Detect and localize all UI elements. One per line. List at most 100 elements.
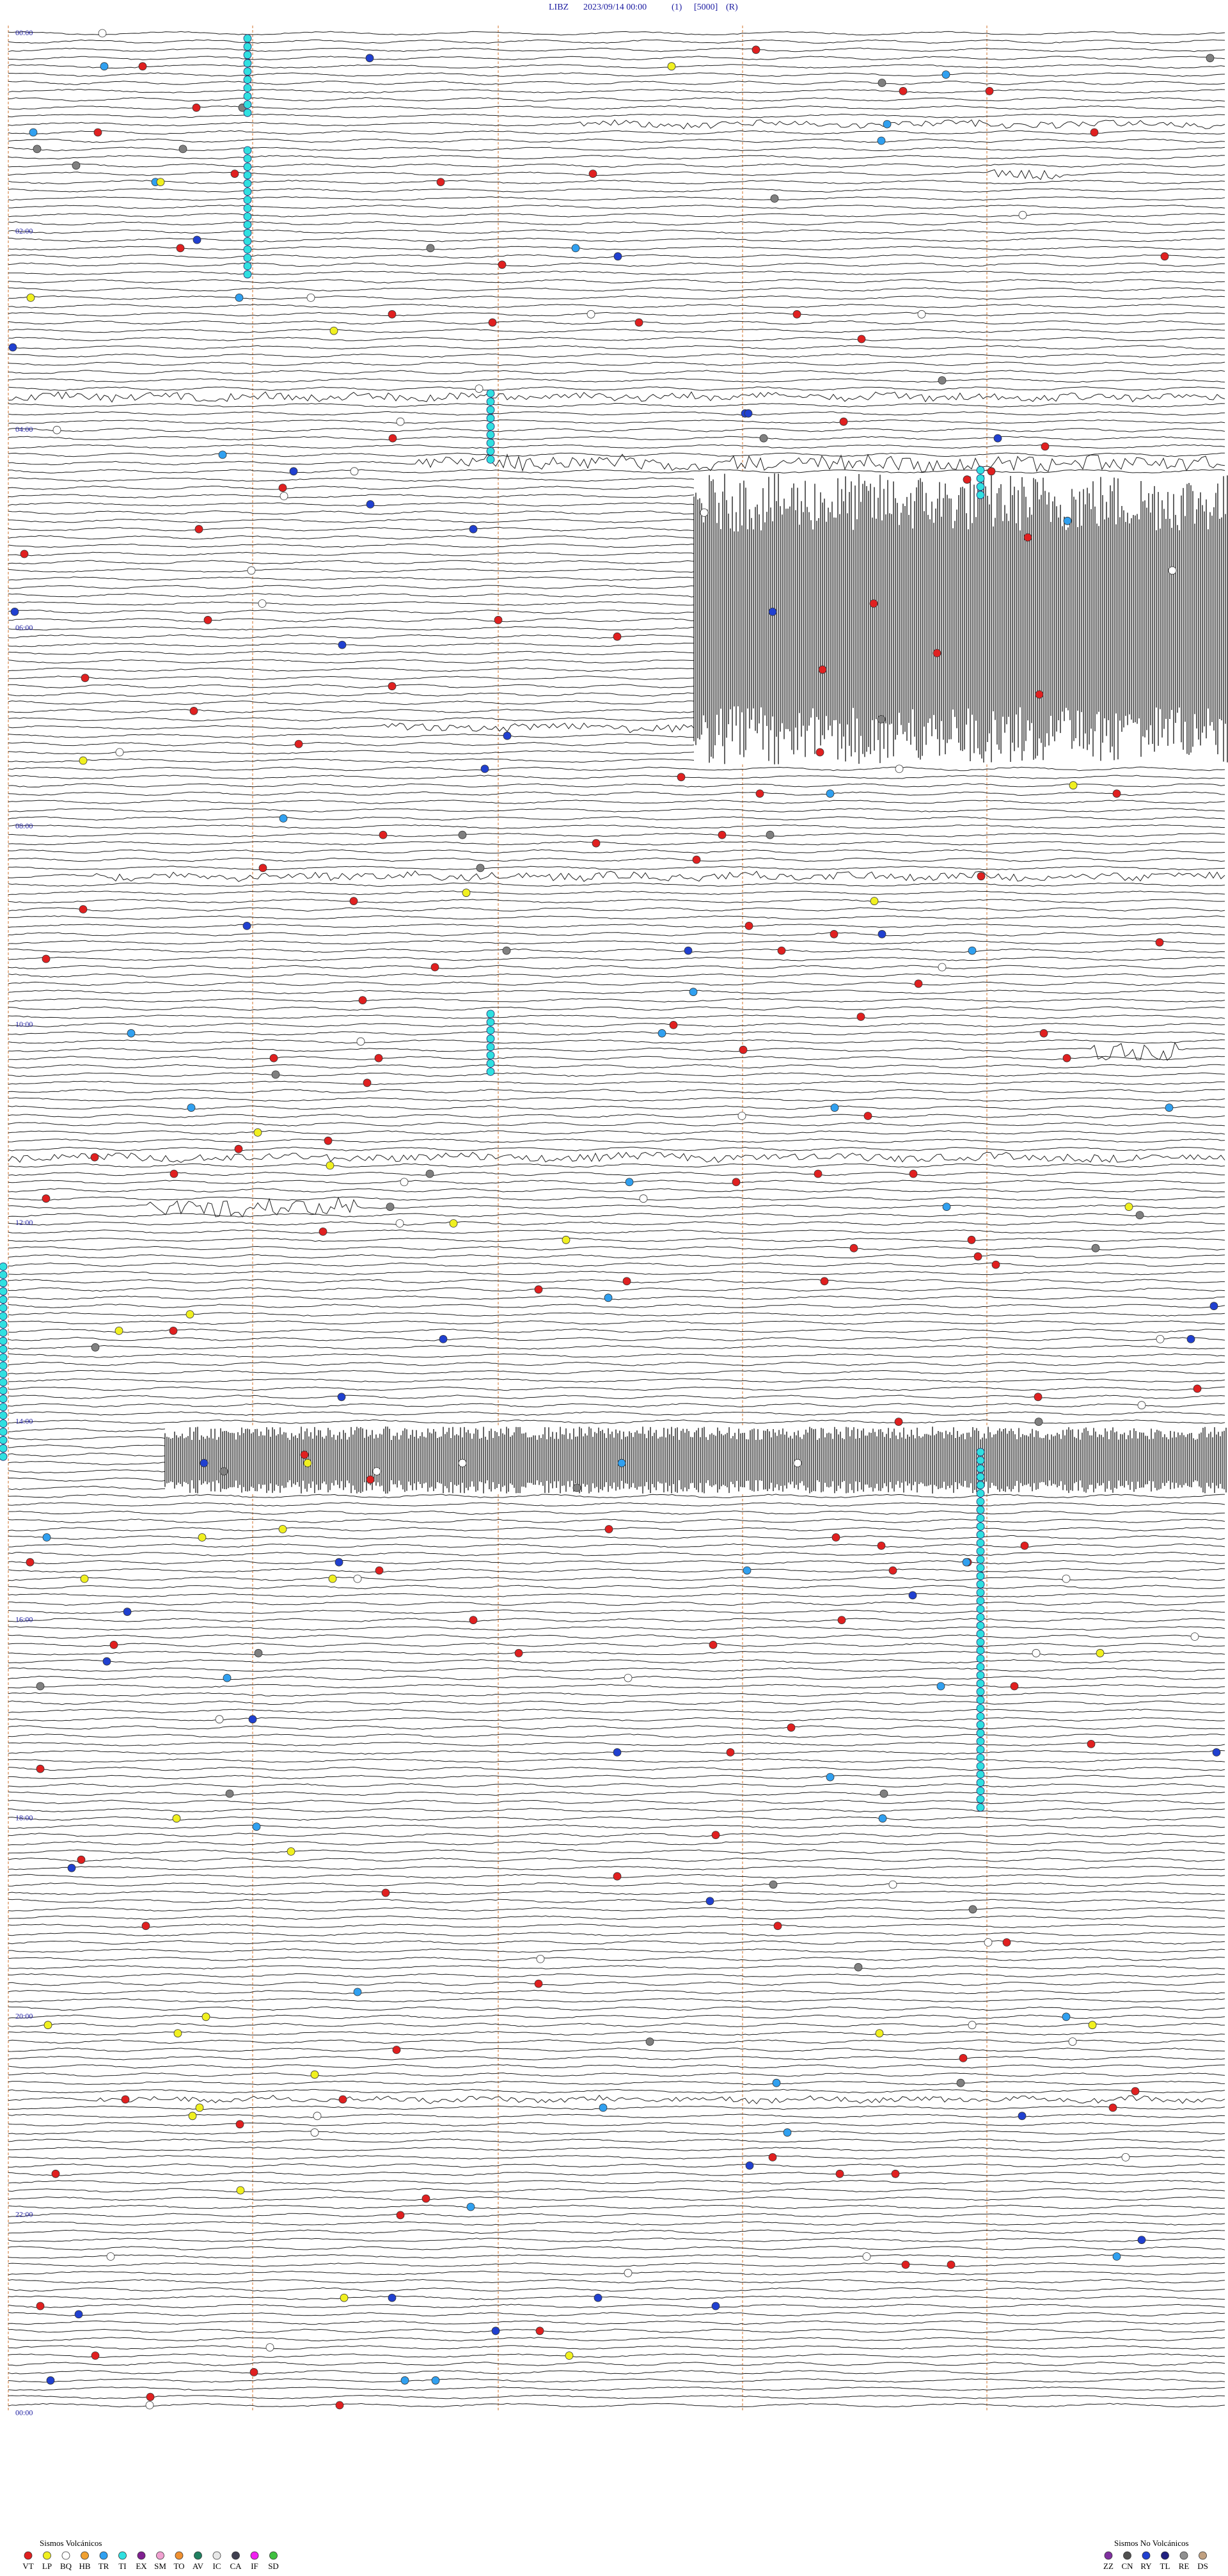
trace (8, 2328, 1225, 2334)
event-marker (392, 2046, 401, 2054)
trace (8, 1064, 1225, 1069)
tremor-marker (243, 42, 252, 51)
event-marker (91, 1343, 100, 1352)
legend-code: IF (251, 2561, 258, 2571)
event-marker (80, 1574, 89, 1583)
event-marker (169, 1169, 178, 1178)
legend-swatch (81, 2551, 89, 2560)
event-marker (192, 103, 201, 112)
trace (8, 411, 1225, 416)
trace (8, 1609, 1225, 1615)
event-marker (624, 1673, 633, 1682)
event-marker (20, 549, 29, 558)
tremor-marker (976, 1530, 985, 1539)
trace (8, 956, 1225, 961)
tremor-marker (243, 84, 252, 92)
legend-swatch (137, 2551, 146, 2560)
event-marker (942, 1203, 951, 1211)
time-label: 14:00 (15, 1416, 33, 1425)
event-marker (306, 293, 315, 302)
tremor-marker (486, 1059, 495, 1068)
trace (8, 370, 1225, 375)
event-marker (372, 1467, 381, 1476)
event-marker (198, 1533, 207, 1542)
trace (8, 931, 1225, 936)
tremor-marker (243, 203, 252, 212)
trace (8, 1833, 1225, 1838)
trace (8, 1188, 1225, 1193)
event-marker (189, 707, 198, 715)
legend-swatch (1104, 2551, 1113, 2560)
event-marker (436, 178, 445, 187)
trace (8, 2403, 1225, 2408)
legend-swatch (1199, 2551, 1207, 2560)
tremor-marker (0, 1452, 8, 1461)
tremor-marker (0, 1295, 8, 1304)
event-marker (1062, 1054, 1071, 1063)
event-marker (247, 566, 256, 575)
event-marker (815, 748, 824, 757)
trace (8, 2312, 1225, 2317)
event-marker (258, 599, 267, 608)
tremor-marker (486, 414, 495, 423)
trace (8, 1543, 1225, 1548)
trace (8, 2064, 1225, 2069)
event-marker (1002, 1938, 1011, 1947)
trace (8, 229, 1225, 234)
tremor-marker (0, 1411, 8, 1419)
trace (8, 119, 1225, 130)
tremor-marker (0, 1329, 8, 1337)
event-marker (503, 731, 512, 740)
event-marker (115, 748, 124, 757)
legend-swatch (175, 2551, 184, 2560)
tremor-marker (976, 474, 985, 483)
trace (8, 981, 1225, 986)
event-marker (269, 1054, 278, 1063)
event-marker (72, 161, 81, 170)
legend-code: CA (230, 2561, 242, 2571)
legend-swatch (118, 2551, 127, 2560)
event-marker (388, 2293, 397, 2302)
trace (8, 1766, 1225, 1771)
trace (8, 2147, 1225, 2151)
trace (8, 81, 1225, 85)
event-marker (42, 1533, 51, 1542)
event-marker (689, 988, 698, 997)
tremor-marker (0, 1279, 8, 1288)
event-marker (604, 1525, 613, 1533)
tremor-marker (486, 1018, 495, 1027)
trace (8, 328, 1225, 333)
event-marker (709, 1640, 718, 1649)
event-marker (498, 260, 507, 269)
trace (8, 2229, 1225, 2234)
event-marker (1063, 516, 1072, 525)
tremor-marker (976, 1704, 985, 1712)
trace (8, 2361, 1225, 2366)
tremor-marker (0, 1270, 8, 1279)
tremor-marker (243, 220, 252, 229)
event-marker (956, 2078, 965, 2087)
trace (8, 1245, 1225, 1251)
trace (8, 1378, 1225, 1383)
trace (8, 2048, 1225, 2052)
event-marker (711, 2302, 720, 2311)
event-marker (388, 310, 397, 319)
event-marker (185, 1310, 194, 1319)
event-marker (938, 376, 947, 384)
trace (8, 2221, 1225, 2226)
event-marker (1088, 2021, 1097, 2030)
event-marker (81, 674, 90, 683)
trace (8, 39, 1225, 44)
event-marker (938, 963, 947, 972)
trace (8, 2080, 1225, 2085)
event-marker (363, 1079, 372, 1087)
event-marker (878, 79, 886, 87)
trace (8, 965, 1225, 970)
event-marker (962, 1558, 971, 1567)
trace (8, 287, 1225, 292)
tremor-marker (0, 1320, 8, 1329)
event-marker (613, 1872, 622, 1881)
trace (8, 1229, 1225, 1234)
trace (8, 1122, 1225, 1126)
trace (8, 452, 1225, 457)
